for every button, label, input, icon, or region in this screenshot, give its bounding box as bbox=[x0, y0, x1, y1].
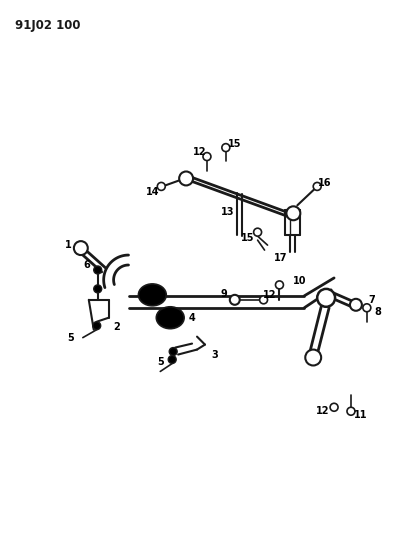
Circle shape bbox=[253, 228, 261, 236]
Text: 5: 5 bbox=[67, 333, 74, 343]
Circle shape bbox=[349, 299, 361, 311]
Circle shape bbox=[316, 289, 334, 307]
Text: 15: 15 bbox=[227, 139, 241, 149]
Text: 1: 1 bbox=[65, 240, 71, 250]
Circle shape bbox=[286, 206, 300, 220]
Circle shape bbox=[304, 350, 320, 366]
Text: 12: 12 bbox=[193, 147, 206, 157]
Text: 13: 13 bbox=[221, 207, 234, 217]
Circle shape bbox=[346, 407, 354, 415]
Text: 15: 15 bbox=[240, 233, 254, 243]
Circle shape bbox=[362, 304, 370, 312]
Text: 6: 6 bbox=[83, 260, 90, 270]
Text: 2: 2 bbox=[113, 322, 119, 332]
Text: 8: 8 bbox=[373, 307, 380, 317]
Circle shape bbox=[329, 403, 337, 411]
Circle shape bbox=[312, 182, 320, 190]
Ellipse shape bbox=[156, 307, 184, 329]
Text: 12: 12 bbox=[262, 290, 275, 300]
Ellipse shape bbox=[138, 284, 166, 306]
Circle shape bbox=[93, 266, 101, 274]
Circle shape bbox=[203, 152, 211, 160]
Text: 17: 17 bbox=[273, 253, 286, 263]
Circle shape bbox=[93, 322, 100, 330]
Text: 3: 3 bbox=[211, 350, 218, 360]
Circle shape bbox=[169, 348, 177, 356]
Circle shape bbox=[168, 356, 176, 364]
Circle shape bbox=[93, 285, 101, 293]
Text: 11: 11 bbox=[353, 410, 367, 420]
Circle shape bbox=[74, 241, 87, 255]
Circle shape bbox=[229, 295, 239, 305]
Circle shape bbox=[179, 172, 192, 185]
Text: 10: 10 bbox=[292, 276, 305, 286]
Circle shape bbox=[259, 296, 267, 304]
Text: 14: 14 bbox=[145, 188, 159, 197]
Circle shape bbox=[221, 144, 229, 151]
Text: 91J02 100: 91J02 100 bbox=[15, 19, 81, 33]
Text: 7: 7 bbox=[368, 295, 374, 305]
Circle shape bbox=[157, 182, 165, 190]
Text: 12: 12 bbox=[316, 406, 329, 416]
Circle shape bbox=[275, 281, 283, 289]
Text: 16: 16 bbox=[318, 179, 331, 189]
Text: 4: 4 bbox=[188, 313, 195, 323]
Text: 9: 9 bbox=[220, 289, 227, 299]
Text: 5: 5 bbox=[156, 358, 163, 367]
